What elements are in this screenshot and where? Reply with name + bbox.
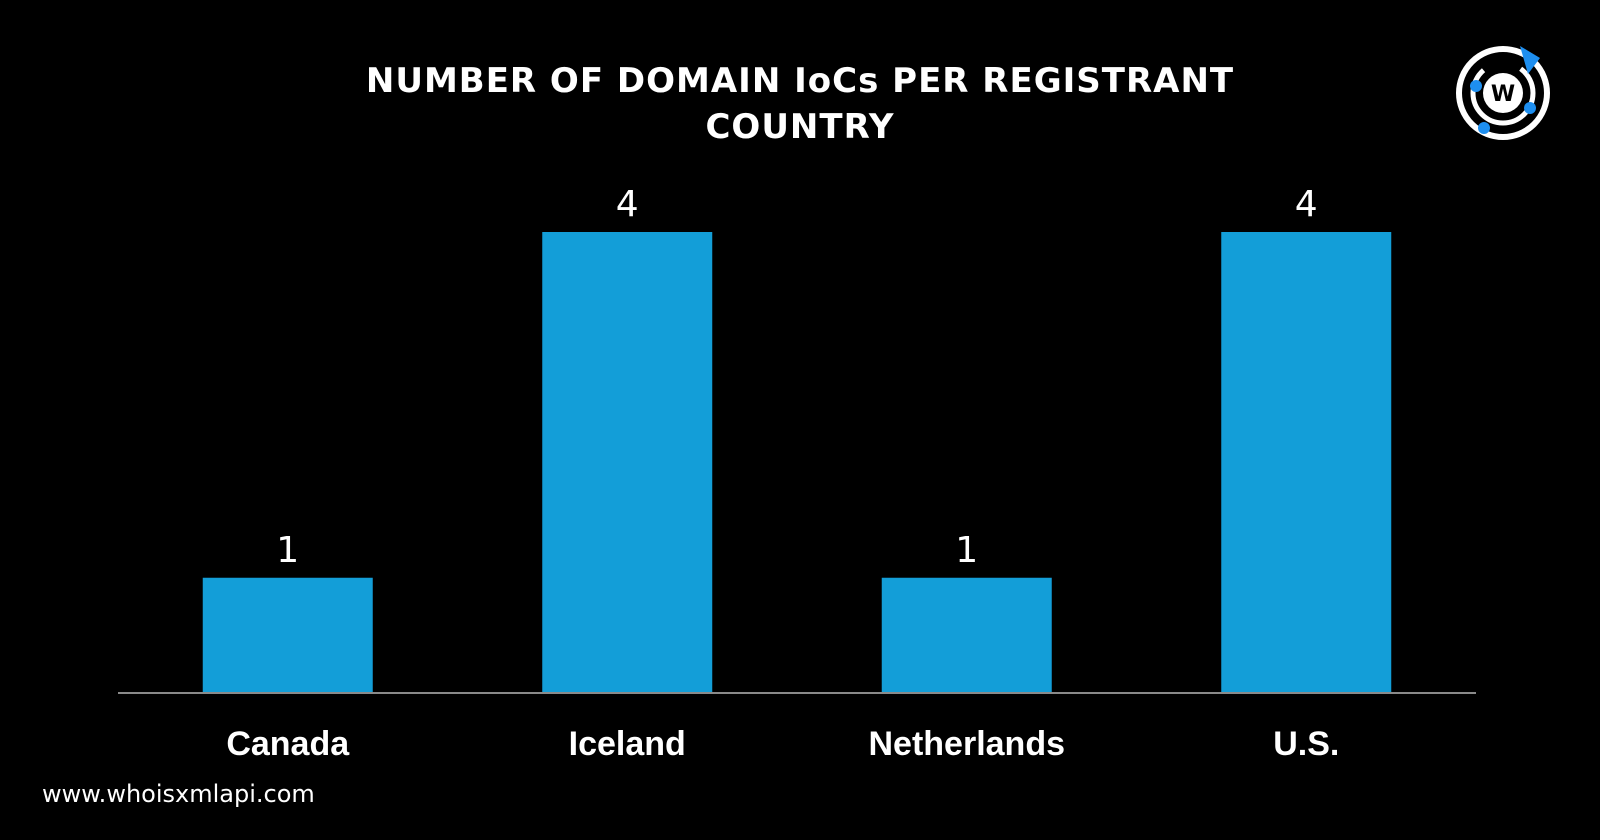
data-label: 4 bbox=[616, 184, 639, 225]
chart-title-line-1: NUMBER OF DOMAIN IoCs PER REGISTRANT bbox=[365, 61, 1235, 101]
category-label: Iceland bbox=[569, 725, 686, 763]
bar-u-s bbox=[1221, 232, 1392, 693]
data-label-group: 1 4 1 4 bbox=[276, 184, 1317, 571]
whoisxmlapi-logo-icon: W bbox=[1448, 38, 1558, 148]
data-label: 4 bbox=[1295, 184, 1318, 225]
data-label: 1 bbox=[955, 530, 978, 571]
bar-iceland bbox=[542, 232, 713, 693]
category-label: Canada bbox=[226, 725, 350, 763]
bar-canada bbox=[202, 577, 373, 693]
chart-title-line-2: COUNTRY bbox=[705, 107, 895, 147]
chart-title: NUMBER OF DOMAIN IoCs PER REGISTRANT COU… bbox=[300, 58, 1300, 150]
category-label: U.S. bbox=[1273, 725, 1339, 763]
footer-url: www.whoisxmlapi.com bbox=[42, 780, 315, 808]
data-label: 1 bbox=[276, 530, 299, 571]
bar-group bbox=[202, 232, 1392, 693]
logo-letter: W bbox=[1491, 82, 1515, 107]
category-label: Netherlands bbox=[869, 725, 1066, 763]
category-label-group: Canada Iceland Netherlands U.S. bbox=[226, 725, 1339, 763]
bar-netherlands bbox=[881, 577, 1052, 693]
